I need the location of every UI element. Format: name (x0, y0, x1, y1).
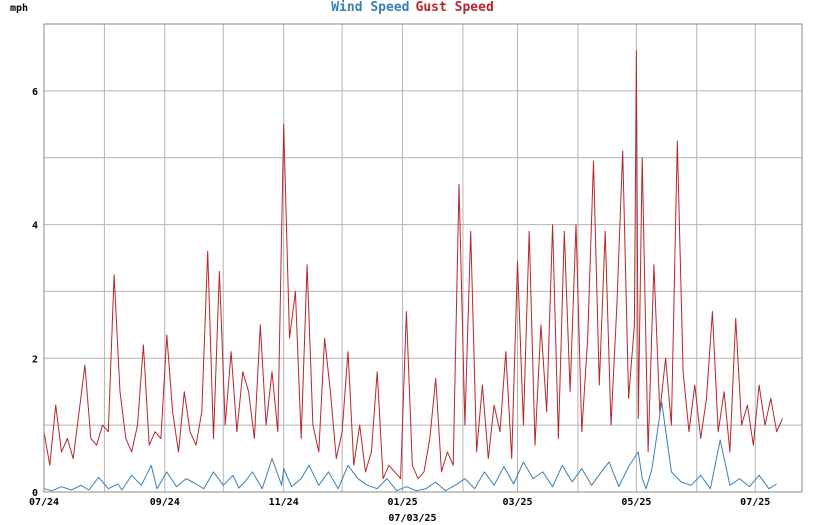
legend-wind-speed: Wind Speed (331, 0, 410, 15)
x-tick-label: 07/24 (29, 497, 59, 508)
x-tick-label: 09/24 (150, 497, 180, 508)
y-tick-label: 2 (32, 354, 38, 365)
legend: Wind Speed Gust Speed (0, 0, 825, 16)
y-axis-label: mph (10, 3, 29, 14)
axes (43, 23, 803, 493)
series-layer (43, 50, 783, 492)
legend-gust-speed: Gust Speed (415, 0, 494, 15)
x-axis-caption: 07/03/25 (388, 513, 437, 524)
y-tick-label: 4 (32, 221, 38, 232)
x-tick-label: 05/25 (621, 497, 651, 508)
y-tick-label: 0 (32, 488, 38, 499)
grid (44, 23, 802, 492)
series-line-wind-speed (43, 401, 777, 492)
x-tick-label: 01/25 (387, 497, 417, 508)
x-tick-label: 07/25 (740, 497, 770, 508)
x-tick-label: 11/24 (269, 497, 299, 508)
x-tick-label: 03/25 (502, 497, 532, 508)
tick-labels: 0 2 4 6 07/24 09/24 11/24 01/25 03/25 05/25 07/25 (29, 87, 770, 508)
series-line-gust-speed (43, 50, 783, 480)
plot-frame (43, 23, 803, 493)
y-tick-label: 6 (32, 87, 38, 98)
